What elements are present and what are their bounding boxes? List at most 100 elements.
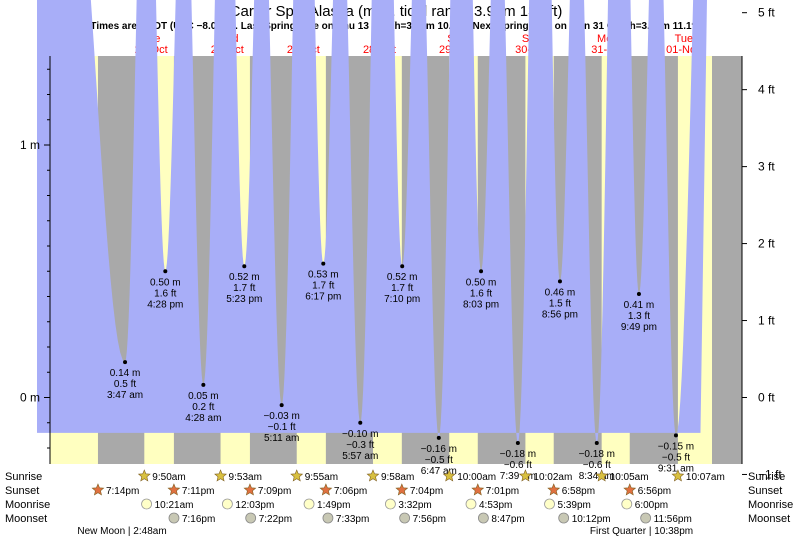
sunrise-star-icon <box>214 469 228 482</box>
moonset-time-label: 7:22pm <box>259 514 292 525</box>
low-tide-feet: 1.6 ft <box>154 288 176 299</box>
moonrise-icon <box>621 498 633 510</box>
moonset-icon <box>478 512 489 524</box>
moonset-time-label: 10:12pm <box>572 514 611 525</box>
right-tick-label: 5 ft <box>758 6 775 20</box>
low-tide-point <box>279 403 284 408</box>
moonrise-time-label: 5:39pm <box>558 500 591 511</box>
moonrise-time-label: 4:53pm <box>479 500 512 511</box>
low-tide-point <box>636 291 641 296</box>
sunset-row-label-left: Sunset <box>5 485 39 497</box>
moonrise-icon <box>222 498 233 510</box>
moonset-time-label: 8:47pm <box>491 514 524 525</box>
moonrise-icon <box>385 498 396 510</box>
moonrise-icon <box>141 498 152 510</box>
low-tide-meters: −0.18 m <box>579 449 615 460</box>
moonrise-time-label: 6:00pm <box>635 500 668 511</box>
low-tide-feet: −0.5 ft <box>425 455 453 466</box>
sunrise-time-label: 10:00am <box>457 472 496 483</box>
low-tide-point <box>515 440 520 445</box>
sunrise-time-label: 10:07am <box>686 472 725 483</box>
sunset-time-label: 7:14pm <box>106 486 139 497</box>
low-tide-meters: 0.41 m <box>624 300 655 311</box>
low-tide-meters: 0.52 m <box>229 272 260 283</box>
right-tick-label: 3 ft <box>758 160 775 174</box>
day-name-label: Tue <box>675 33 694 45</box>
low-tide-time: 9:31 am <box>658 463 694 474</box>
low-tide-time: 4:28 pm <box>147 299 183 310</box>
low-tide-feet: 0.2 ft <box>192 402 214 413</box>
right-tick-label: 2 ft <box>758 237 775 251</box>
sunset-star-icon <box>167 483 181 496</box>
low-tide-point <box>163 269 168 274</box>
left-tick-label: 0 m <box>20 391 40 405</box>
moonset-icon <box>168 512 180 524</box>
tide-curve <box>37 0 707 443</box>
low-tide-feet: 1.3 ft <box>628 311 650 322</box>
moonset-time-label: 7:16pm <box>182 514 215 525</box>
low-tide-time: 5:11 am <box>264 433 299 444</box>
sunset-time-label: 7:04pm <box>410 486 443 497</box>
low-tide-meters: −0.18 m <box>500 449 536 460</box>
sunrise-star-icon <box>671 469 685 482</box>
low-tide-meters: 0.05 m <box>188 391 219 402</box>
low-tide-meters: −0.03 m <box>263 411 299 422</box>
low-tide-meters: 0.50 m <box>466 277 497 288</box>
low-tide-time: 7:10 pm <box>384 294 420 305</box>
moonset-row-label-right: Moonset <box>748 513 790 525</box>
sunset-star-icon <box>471 483 485 496</box>
low-tide-meters: 0.50 m <box>150 277 181 288</box>
low-tide-meters: 0.52 m <box>387 272 418 283</box>
low-tide-point <box>479 269 484 274</box>
sunset-time-label: 7:09pm <box>258 486 291 497</box>
moonrise-row-label-right: Moonrise <box>748 499 793 511</box>
moon-phase-label: First Quarter | 10:38pm <box>590 526 693 537</box>
moonrise-time-label: 1:49pm <box>317 500 350 511</box>
sunrise-time-label: 10:05am <box>610 472 649 483</box>
moonrise-icon <box>544 498 555 510</box>
sunset-time-label: 7:01pm <box>486 486 519 497</box>
moonset-icon <box>399 512 411 524</box>
low-tide-point <box>557 279 562 284</box>
moonset-icon <box>322 512 334 524</box>
moon-phase-label: New Moon | 2:48am <box>77 526 166 537</box>
sunrise-time-label: 9:55am <box>305 472 338 483</box>
sunrise-star-icon <box>595 469 609 482</box>
moonrise-row-label-left: Moonrise <box>5 499 50 511</box>
low-tide-point <box>123 360 128 365</box>
sunset-star-icon <box>623 483 637 496</box>
low-tide-point <box>201 382 206 387</box>
moonset-icon <box>640 512 652 524</box>
low-tide-feet: −0.6 ft <box>583 460 611 471</box>
low-tide-point <box>321 261 326 266</box>
sunset-row-label-right: Sunset <box>748 485 782 497</box>
low-tide-time: 9:49 pm <box>621 322 657 333</box>
sunrise-star-icon <box>366 469 380 482</box>
moonrise-icon <box>303 498 315 510</box>
low-tide-point <box>242 264 247 269</box>
low-tide-feet: 1.7 ft <box>233 283 255 294</box>
sunset-star-icon <box>547 483 561 496</box>
low-tide-meters: −0.10 m <box>342 429 378 440</box>
tide-extreme-labels: 9:27 pm7.8 ft2.39 m0.14 m0.5 ft3:47 am10… <box>107 261 694 482</box>
sun-moon-events: Sunrise Sunrise Sunset Sunset Moonrise Moonri… <box>5 469 793 537</box>
sunrise-row-label-left: Sunrise <box>5 471 42 483</box>
low-tide-point <box>436 435 441 440</box>
chart-title: Carter Spit, Alaska (max. tidal range 3.… <box>230 3 563 20</box>
low-tide-time: 7:39 am <box>500 471 536 482</box>
low-tide-time: 6:47 am <box>421 466 457 477</box>
low-tide-time: 5:57 am <box>342 451 378 462</box>
sunset-star-icon <box>395 483 409 496</box>
low-tide-feet: 1.7 ft <box>312 281 334 292</box>
low-tide-feet: 1.7 ft <box>391 283 413 294</box>
moonset-icon <box>558 512 570 524</box>
low-tide-time: 8:34 am <box>579 471 615 482</box>
sunset-time-label: 6:58pm <box>562 486 595 497</box>
low-tide-feet: −0.6 ft <box>504 460 532 471</box>
moonrise-time-label: 12:03pm <box>235 500 274 511</box>
low-tide-meters: 0.53 m <box>308 270 339 281</box>
sunrise-star-icon <box>518 469 532 482</box>
low-tide-time: 8:56 pm <box>542 309 578 320</box>
low-tide-feet: 1.5 ft <box>549 298 571 309</box>
